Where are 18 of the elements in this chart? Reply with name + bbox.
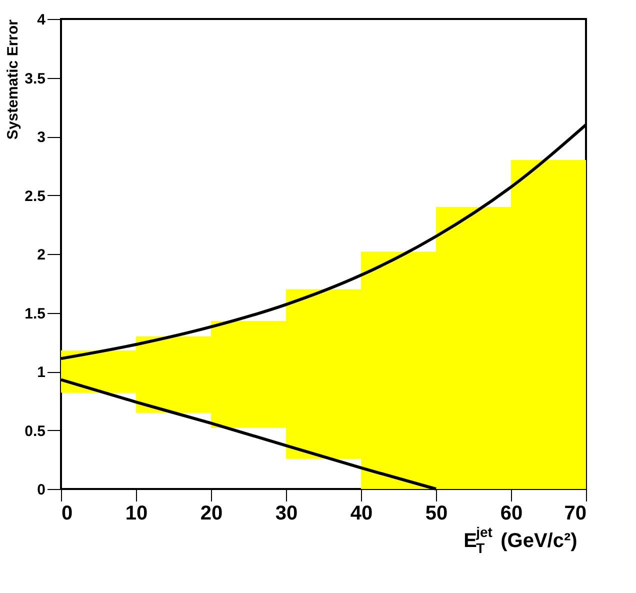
y-tick-label: 2.5 <box>24 188 46 205</box>
y-tick-label: 1 <box>37 364 46 381</box>
y-tick-label: 4 <box>37 12 46 28</box>
y-tick-label: 3.5 <box>24 70 46 88</box>
y-tick-label: 3 <box>37 129 46 146</box>
x-tick-label: 30 <box>275 502 298 524</box>
x-tick-label: 70 <box>564 502 586 524</box>
x-tick-label: 0 <box>62 502 73 524</box>
x-tick-label: 50 <box>425 502 448 524</box>
x-tick-label: 40 <box>350 502 373 524</box>
x-tick-label: 20 <box>200 502 223 524</box>
y-tick-label: 2 <box>37 246 46 264</box>
y-axis-title: Systematic Error <box>4 19 22 140</box>
y-tick-label: 1.5 <box>24 305 46 322</box>
x-tick-label: 10 <box>125 502 148 524</box>
x-tick-label: 60 <box>500 502 523 524</box>
y-tick-label: 0 <box>37 482 46 498</box>
y-tick-label: 0.5 <box>24 422 46 440</box>
